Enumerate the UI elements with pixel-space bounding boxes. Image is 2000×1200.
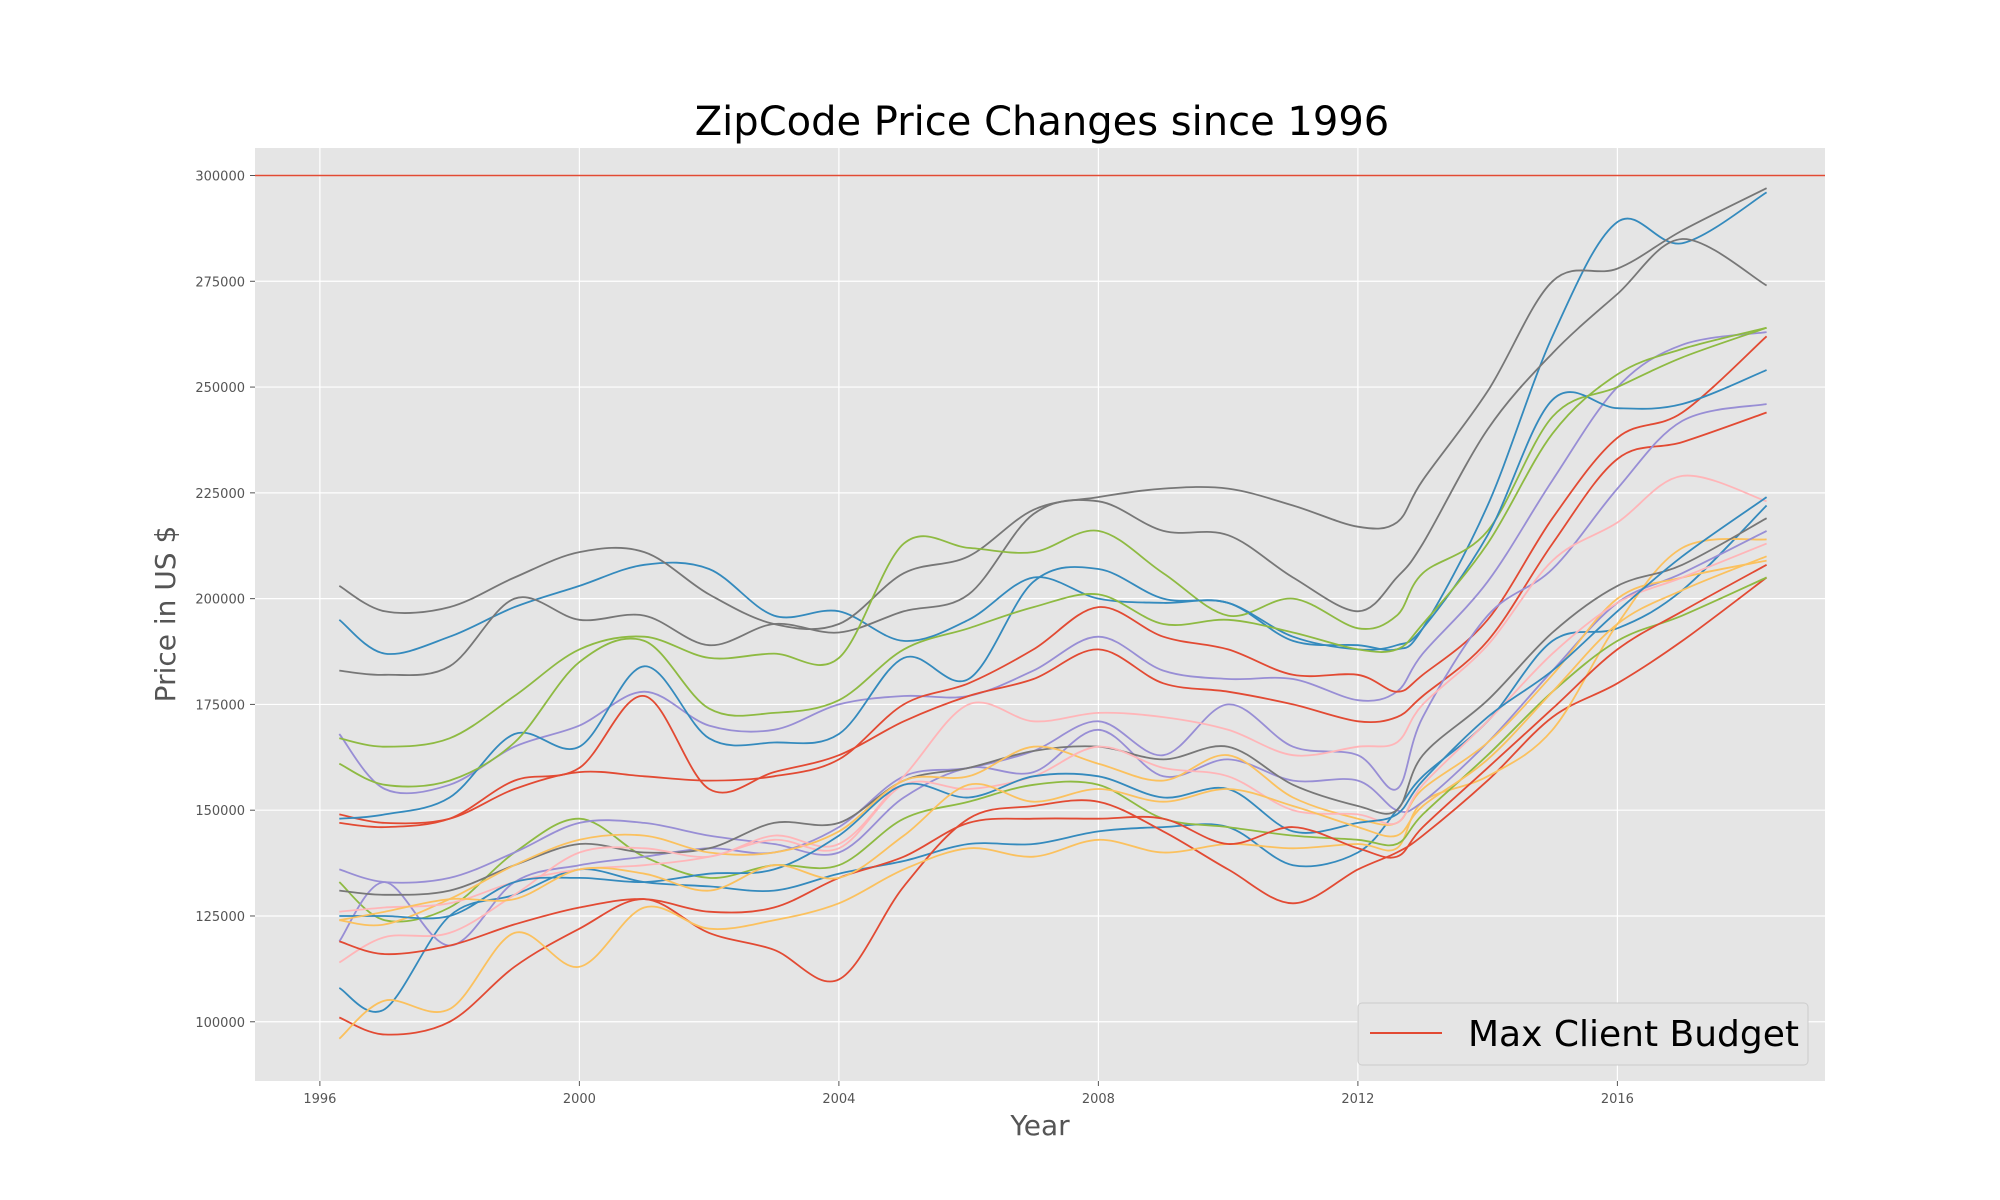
legend: Max Client Budget (1357, 1002, 1809, 1066)
y-tick-label: 275000 (195, 275, 245, 290)
price-series-line-11 (338, 576, 1768, 1036)
y-tick-label: 175000 (195, 698, 245, 713)
price-series-line-21 (339, 564, 1768, 956)
y-tick-label: 300000 (195, 170, 245, 185)
price-series-line-8 (338, 326, 1767, 788)
legend-label-max-client-budget: Max Client Budget (1468, 1014, 1799, 1055)
y-tick-label: 250000 (195, 381, 245, 396)
price-series-line-13 (338, 576, 1767, 923)
legend-box (1357, 1002, 1809, 1066)
price-series-line-12 (338, 537, 1767, 1040)
y-tick-label: 200000 (195, 593, 245, 608)
price-series-line-17 (338, 474, 1767, 964)
x-tick-label: 2016 (1601, 1092, 1634, 1107)
series-layer (338, 187, 1768, 1040)
x-tick-label: 1996 (303, 1092, 336, 1107)
price-series-line-5 (339, 326, 1767, 748)
chart-title: ZipCode Price Changes since 1996 (695, 99, 1389, 145)
price-series-line-14 (339, 530, 1768, 884)
price-series-line-10 (338, 504, 1768, 1013)
price-series-line-1 (338, 191, 1768, 655)
y-tick-label: 225000 (195, 487, 245, 502)
y-tick-label: 125000 (195, 910, 245, 925)
price-series-line-6 (339, 335, 1768, 825)
x-axis-ticks: 1996 2000 2004 2008 2012 2016 (303, 1081, 1634, 1107)
x-axis-label: Year (1009, 1109, 1070, 1142)
price-series-line-7 (339, 369, 1767, 820)
price-series-line-18 (339, 559, 1767, 927)
y-tick-label: 150000 (195, 804, 245, 819)
plot-area (255, 148, 1825, 1081)
x-tick-label: 2012 (1341, 1092, 1374, 1107)
y-axis-ticks: 100000 125000 150000 175000 200000 225000 2500… (195, 170, 255, 1031)
price-series-line-22 (339, 555, 1767, 922)
price-series-line-20 (339, 496, 1768, 920)
x-tick-label: 2000 (563, 1092, 596, 1107)
price-series-line-4 (338, 331, 1767, 795)
y-axis-label: Price in US $ (149, 526, 182, 703)
x-tick-label: 2004 (822, 1092, 855, 1107)
price-series-line-16 (339, 517, 1768, 896)
price-series-line-3 (339, 238, 1768, 677)
price-series-line-15 (338, 403, 1767, 947)
y-tick-label: 100000 (195, 1016, 245, 1031)
x-tick-label: 2008 (1082, 1092, 1115, 1107)
price-series-line-9 (339, 411, 1767, 829)
